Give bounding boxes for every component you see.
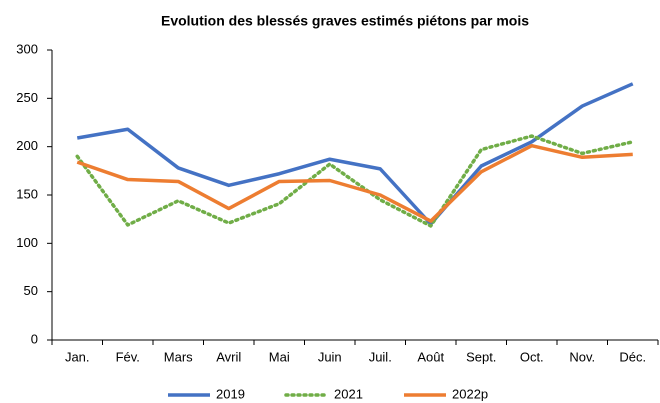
x-tick-label: Août: [417, 349, 444, 364]
y-tick-label: 50: [24, 283, 38, 298]
series-line: [75, 134, 635, 228]
x-tick-label: Mai: [269, 349, 290, 364]
series-line: [76, 82, 634, 226]
x-tick-label: Fév.: [116, 349, 140, 364]
y-tick-label: 200: [16, 138, 38, 153]
x-tick-label: Jan.: [65, 349, 90, 364]
y-tick-label: 0: [31, 331, 38, 346]
series-line: [76, 143, 633, 223]
x-tick-label: Avril: [216, 349, 241, 364]
x-tick-label: Nov.: [569, 349, 595, 364]
y-tick-label: 250: [16, 90, 38, 105]
legend-label: 2021: [334, 386, 363, 401]
x-tick-label: Juin: [318, 349, 342, 364]
y-tick-label: 100: [16, 235, 38, 250]
y-tick-label: 150: [16, 186, 38, 201]
legend-label: 2022p: [452, 386, 488, 401]
x-tick-label: Mars: [164, 349, 193, 364]
chart-title: Evolution des blessés graves estimés pié…: [161, 13, 529, 29]
x-tick-label: Oct.: [520, 349, 544, 364]
legend-label: 2019: [216, 386, 245, 401]
y-tick-label: 300: [16, 41, 38, 56]
x-tick-label: Déc.: [619, 349, 646, 364]
x-tick-label: Juil.: [369, 349, 392, 364]
x-tick-label: Sept.: [466, 349, 496, 364]
